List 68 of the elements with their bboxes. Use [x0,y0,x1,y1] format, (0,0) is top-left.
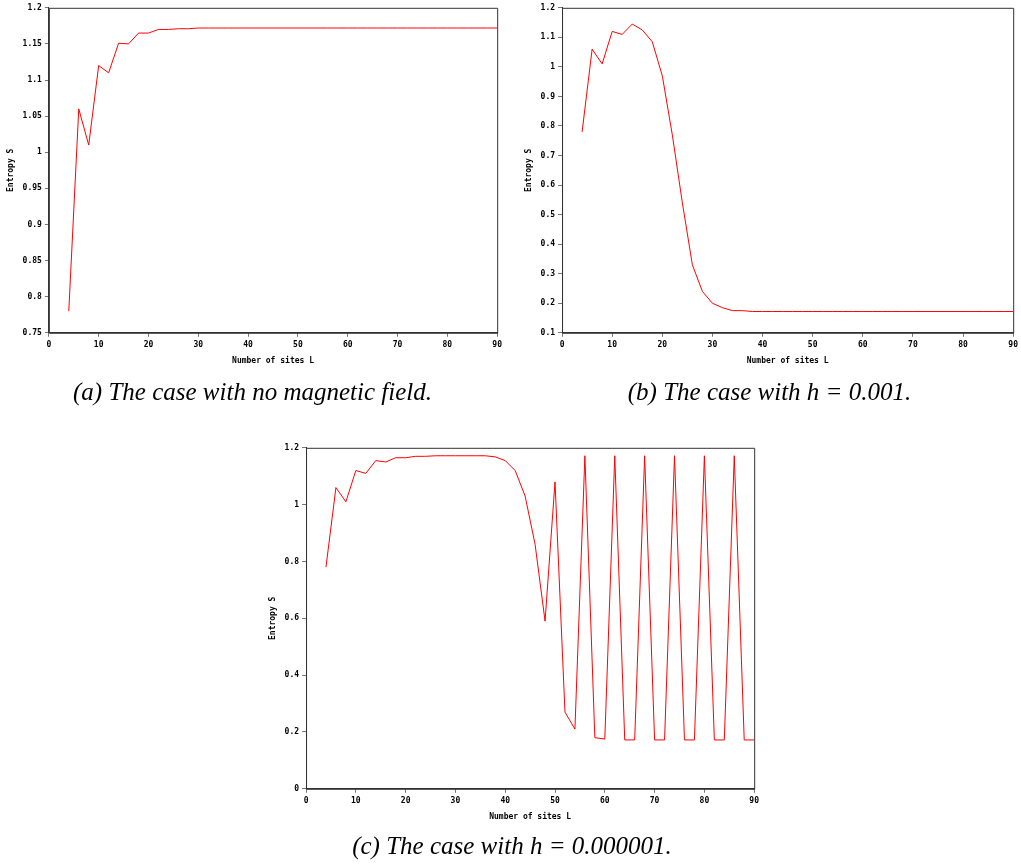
x-tick-label: 10 [607,339,618,349]
x-tick-label: 0 [559,339,565,349]
y-axis-title: Entropy S [5,148,15,192]
x-tick-label: 30 [707,339,718,349]
x-tick-label: 60 [599,795,610,805]
x-tick-label: 0 [303,795,309,805]
y-tick-label: 0.4 [540,239,556,249]
y-tick-label: 0.95 [22,183,43,193]
text: (b) The case with h = 0.001. [626,378,913,406]
y-tick-label: 0.1 [540,327,556,337]
x-tick-label: 0 [46,339,52,349]
y-tick-label: 1.15 [22,38,43,48]
y-tick-label: 0.9 [27,219,43,229]
x-tick-label: 80 [442,339,453,349]
y-tick-label: 0.2 [540,298,556,308]
x-tick-label: 60 [857,339,868,349]
y-tick-label: 0 [294,783,300,793]
y-tick-label: 1 [294,499,300,509]
y-tick-label: 0.2 [284,727,300,737]
y-tick-label: 0.5 [540,209,556,219]
x-tick-label: 10 [93,339,104,349]
y-tick-label: 0.85 [22,255,43,265]
y-axis-title: Entropy S [267,596,277,640]
y-tick-label: 1 [550,61,556,71]
text: (a) The case with no magnetic field. [72,378,433,406]
x-tick-label: 10 [351,795,361,805]
x-tick-label: 60 [342,339,353,349]
x-tick-label: 20 [400,795,411,805]
x-tick-label: 20 [657,339,668,349]
x-tick-label: 30 [193,339,204,349]
x-tick-label: 40 [500,795,511,805]
x-tick-label: 70 [908,339,918,349]
y-tick-label: 0.4 [284,670,300,680]
y-tick-label: 0.8 [27,291,43,301]
y-tick-label: 0.3 [540,268,556,278]
y-tick-label: 0.75 [22,327,43,337]
y-tick-label: 1.05 [22,111,43,121]
text: (c) The case with h = 0.000001. [351,832,673,860]
y-tick-label: 1.2 [27,2,43,12]
y-tick-label: 1.2 [540,2,556,12]
x-tick-label: 70 [649,795,660,805]
y-tick-label: 0.8 [284,556,300,566]
y-tick-label: 0.6 [540,180,556,190]
x-tick-label: 80 [958,339,969,349]
y-axis-title: Entropy S [523,148,533,192]
x-tick-label: 50 [807,339,818,349]
x-tick-label: 90 [1008,339,1019,349]
y-tick-label: 1.1 [540,32,556,42]
x-tick-label: 40 [757,339,768,349]
y-tick-label: 1 [37,147,43,157]
y-tick-label: 1.1 [27,75,43,85]
x-axis-title: Number of sites L [489,811,572,822]
x-axis-title: Number of sites L [746,355,829,366]
y-tick-label: 1.2 [284,442,300,452]
x-tick-label: 50 [550,795,561,805]
y-tick-label: 0.6 [284,613,300,623]
x-tick-label: 20 [143,339,154,349]
y-tick-label: 0.9 [540,91,556,101]
x-tick-label: 70 [392,339,403,349]
x-tick-label: 90 [749,795,760,805]
y-tick-label: 0.7 [540,150,556,160]
x-tick-label: 80 [699,795,710,805]
x-axis-title: Number of sites L [232,355,315,366]
x-tick-label: 50 [293,339,303,349]
y-tick-label: 0.8 [540,121,556,131]
x-tick-label: 40 [243,339,254,349]
x-tick-label: 30 [450,795,461,805]
x-tick-label: 90 [492,339,503,349]
